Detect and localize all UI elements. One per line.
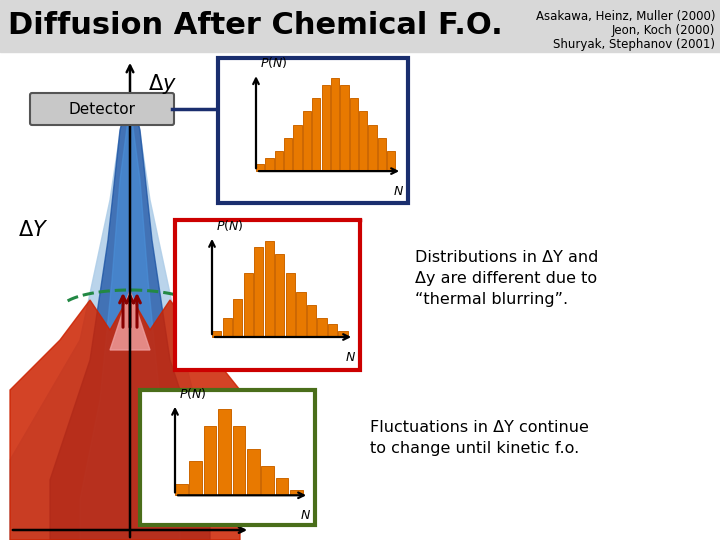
Text: Distributions in ΔY and
Δy are different due to
“thermal blurring”.: Distributions in ΔY and Δy are different… <box>415 250 598 307</box>
Bar <box>294 125 302 171</box>
Text: $\Delta y$: $\Delta y$ <box>148 72 177 96</box>
Text: Fluctuations in ΔY continue
to change until kinetic f.o.: Fluctuations in ΔY continue to change un… <box>370 420 589 456</box>
Text: $N$: $N$ <box>345 351 356 364</box>
Bar <box>0 0 720 52</box>
Text: Shuryak, Stephanov (2001): Shuryak, Stephanov (2001) <box>553 38 715 51</box>
Bar <box>275 151 283 171</box>
Polygon shape <box>50 100 210 540</box>
Text: Asakawa, Heinz, Muller (2000): Asakawa, Heinz, Muller (2000) <box>536 10 715 23</box>
Bar <box>254 247 264 337</box>
Polygon shape <box>80 120 180 540</box>
Bar <box>350 98 358 171</box>
Bar <box>212 330 221 337</box>
Bar <box>322 85 330 171</box>
Bar <box>233 299 243 337</box>
Bar <box>218 58 408 203</box>
Polygon shape <box>10 100 210 540</box>
Text: $P(N)$: $P(N)$ <box>216 218 243 233</box>
Bar <box>331 78 339 171</box>
Bar <box>261 467 274 495</box>
Polygon shape <box>10 295 240 540</box>
Bar <box>218 409 231 495</box>
Bar <box>233 426 246 495</box>
Text: Jeon, Koch (2000): Jeon, Koch (2000) <box>611 24 715 37</box>
Bar <box>266 158 274 171</box>
Bar <box>247 449 260 495</box>
Bar <box>284 138 292 171</box>
Bar <box>256 165 264 171</box>
Bar <box>378 138 386 171</box>
Bar <box>286 273 295 337</box>
Bar <box>307 305 316 337</box>
Bar <box>312 98 320 171</box>
Bar <box>189 461 202 495</box>
Bar <box>359 111 367 171</box>
Bar <box>275 254 284 337</box>
FancyBboxPatch shape <box>30 93 174 125</box>
Text: Diffusion After Chemical F.O.: Diffusion After Chemical F.O. <box>8 11 503 40</box>
Text: $P(N)$: $P(N)$ <box>179 386 207 401</box>
Bar <box>290 490 303 495</box>
Polygon shape <box>110 290 150 350</box>
Bar <box>243 273 253 337</box>
Bar <box>222 318 232 337</box>
Bar <box>175 484 188 495</box>
Text: $N$: $N$ <box>393 185 404 198</box>
Bar <box>265 241 274 337</box>
Bar <box>175 220 360 370</box>
Text: $\Delta Y$: $\Delta Y$ <box>18 220 48 240</box>
Text: $P(N)$: $P(N)$ <box>260 55 287 70</box>
Text: $N$: $N$ <box>300 509 311 522</box>
Bar <box>204 426 217 495</box>
Bar <box>338 330 348 337</box>
Bar <box>387 151 395 171</box>
Bar <box>276 478 289 495</box>
Bar <box>303 111 311 171</box>
Bar <box>328 324 337 337</box>
Bar <box>296 292 305 337</box>
Bar <box>369 125 377 171</box>
Text: Detector: Detector <box>68 102 135 117</box>
Bar <box>341 85 348 171</box>
Bar <box>318 318 327 337</box>
Bar <box>140 390 315 525</box>
